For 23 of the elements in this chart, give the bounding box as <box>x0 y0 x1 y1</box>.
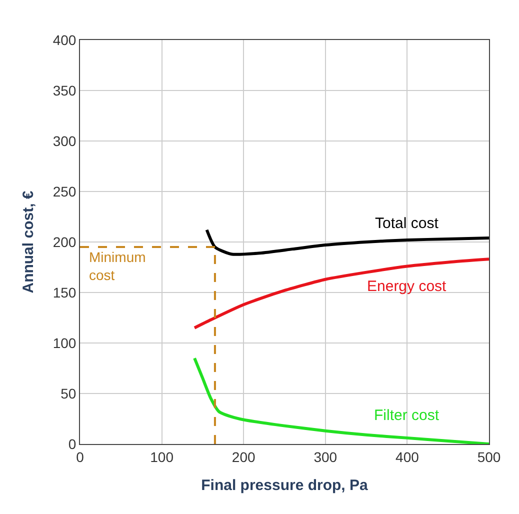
x-tick-label: 300 <box>314 448 338 465</box>
y-tick-label: 350 <box>52 82 76 98</box>
y-tick-label: 200 <box>52 234 76 250</box>
y-tick-label: 100 <box>52 334 76 351</box>
x-tick-label: 100 <box>150 448 174 465</box>
line-series <box>205 228 489 256</box>
y-tick-label: 400 <box>52 32 76 48</box>
series-label: Filter cost <box>374 407 440 424</box>
y-tick-label: 50 <box>60 385 76 402</box>
x-tick-label: 200 <box>232 448 256 465</box>
ref-line-label: Minimum cost <box>89 249 146 284</box>
y-tick-label: 300 <box>52 132 76 149</box>
y-axis-title: Annual cost, € <box>20 190 38 294</box>
line-series <box>193 258 489 330</box>
series-label: Total cost <box>375 215 440 232</box>
line-series <box>193 356 489 444</box>
y-tick-label: 150 <box>52 284 76 300</box>
y-tick-label: 0 <box>68 436 76 452</box>
y-tick-label: 250 <box>52 183 76 200</box>
series-label: Energy cost <box>367 278 448 295</box>
x-tick-label: 400 <box>396 448 420 465</box>
x-axis-title: Final pressure drop, Pa <box>201 476 369 494</box>
x-tick-label: 500 <box>477 448 501 465</box>
